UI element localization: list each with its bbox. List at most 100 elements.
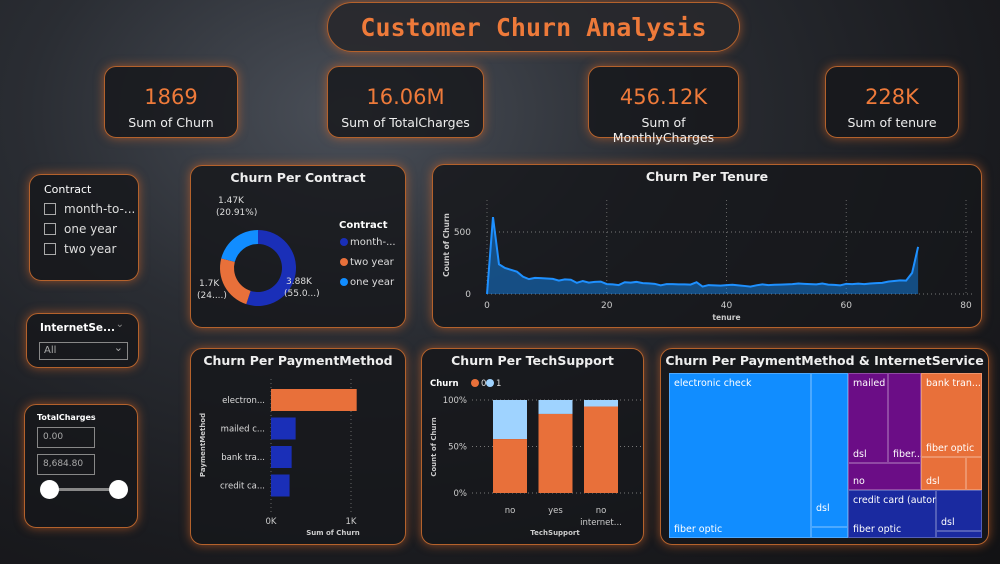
data-label: 3.88K <box>286 277 313 287</box>
tile-label: fiber... <box>893 449 923 460</box>
kpi-value: 1869 <box>144 85 198 109</box>
bar <box>271 474 290 497</box>
bar-segment-churn-0 <box>493 439 527 493</box>
donut-slice <box>221 230 258 262</box>
checkbox-two-year[interactable]: two year <box>44 242 138 256</box>
treemap-chart: Churn Per PaymentMethod & InternetServic… <box>660 348 989 545</box>
internet-service-slicer: InternetSe... ⌄ All ⌄ <box>26 313 139 368</box>
treemap-tile-electronic-check-no[interactable] <box>811 527 848 538</box>
donut-slice <box>220 258 251 305</box>
legend-marker <box>486 379 494 387</box>
donut-chart: 3.88K (55.0...) 1.7K (24....) 1.47K (20.91%) C… <box>197 196 396 306</box>
x-tick-label: no <box>596 506 607 516</box>
y-axis-title: Count of Churn <box>430 417 438 477</box>
kpi-value: 228K <box>865 85 919 109</box>
bar <box>271 446 292 468</box>
treemap-tile-mailed-check-fiber[interactable]: fiber... <box>888 373 923 463</box>
data-label: (20.91%) <box>216 208 257 218</box>
bar-segment-churn-0 <box>584 406 618 493</box>
treemap-tile-mailed-check-dsl[interactable]: mailed check dsl <box>848 373 916 463</box>
range-min-handle[interactable] <box>40 480 59 499</box>
tile-label: fiber optic <box>926 443 975 454</box>
kpi-card-tenure: 228K Sum of tenure <box>825 66 959 138</box>
y-tick-label: mailed c... <box>221 425 265 435</box>
legend-marker <box>340 278 348 286</box>
bar-segment-churn-1 <box>493 400 527 440</box>
data-label: 1.7K <box>199 279 220 289</box>
legend-label: 1 <box>496 379 501 389</box>
checkbox-month-to-month[interactable]: month-to-... <box>44 202 138 216</box>
range-max-handle[interactable] <box>109 480 128 499</box>
legend-title: Contract <box>339 220 388 231</box>
legend-title: Churn <box>430 379 459 389</box>
chevron-down-icon: ⌄ <box>113 341 123 354</box>
y-tick-label: 0% <box>454 489 468 499</box>
internet-service-dropdown[interactable]: All ⌄ <box>39 341 128 360</box>
x-tick-label: 80 <box>960 301 972 311</box>
treemap-tile-electronic-check-fiber[interactable]: electronic check fiber optic <box>669 373 811 538</box>
data-label: 1.47K <box>218 196 245 206</box>
tile-label: credit card (automatic) <box>853 495 963 506</box>
series-line <box>486 216 920 295</box>
x-tick-label: no <box>505 506 516 516</box>
area-chart: 0 20 40 60 80 0 500 tenure Count of Churn <box>442 200 973 322</box>
donut-slice <box>246 230 297 306</box>
max-value-input[interactable]: 8,684.80 <box>37 454 95 475</box>
stacked-bar-chart: Churn 0 1 0% 50% 100% no yes no internet...TechSu… <box>430 379 642 537</box>
kpi-label: Sum of TotalCharges <box>341 115 470 130</box>
x-tick-label: 40 <box>721 301 733 311</box>
x-tick-label: yes <box>548 506 563 516</box>
slicer-title: TotalCharges <box>37 413 96 422</box>
x-tick-label: 1K <box>346 517 357 527</box>
treemap-tile-credit-card-dsl[interactable]: dsl <box>936 490 982 531</box>
bar-segment-churn-1 <box>538 400 573 414</box>
legend-marker <box>471 379 479 387</box>
y-tick-label: 100% <box>443 396 467 406</box>
churn-per-contract-chart: Churn Per Contract 3.88K (55.0...) 1.7K (24… <box>190 165 406 328</box>
kpi-value: 16.06M <box>366 85 445 109</box>
legend-marker <box>340 238 348 246</box>
kpi-card-total-charges: 16.06M Sum of TotalCharges <box>327 66 484 138</box>
legend-label: two year <box>350 257 395 268</box>
treemap-tile-credit-card-fiber[interactable]: credit card (automatic) fiber optic <box>848 490 962 538</box>
y-tick-label: 500 <box>454 228 471 238</box>
tile-label: bank tran... <box>926 378 981 389</box>
data-label: (24....) <box>197 291 227 301</box>
tile-label: fiber optic <box>674 524 723 535</box>
tile-label: electronic check <box>674 378 752 389</box>
checkbox-one-year[interactable]: one year <box>44 222 138 236</box>
bar-segment-churn-0 <box>538 413 573 493</box>
kpi-card-churn: 1869 Sum of Churn <box>104 66 238 138</box>
total-charges-slicer: TotalCharges 0.00 8,684.80 <box>24 404 138 528</box>
treemap-tile-credit-card-no[interactable] <box>936 531 982 538</box>
tile-label: dsl <box>853 449 867 460</box>
option-label: two year <box>64 242 117 256</box>
slicer-title: InternetSe... <box>40 322 115 334</box>
kpi-label: Sum of MonthlyCharges <box>612 115 715 145</box>
chart-title: Churn Per TechSupport <box>451 353 614 368</box>
treemap-tile-bank-fiber[interactable]: bank tran... fiber optic <box>921 373 982 457</box>
treemap-tile-bank-no[interactable] <box>966 457 982 490</box>
dashboard-title: Customer Churn Analysis <box>327 2 740 52</box>
chart-title: Churn Per PaymentMethod <box>203 353 393 368</box>
x-axis-title: Sum of Churn <box>306 529 360 537</box>
legend-label: month-... <box>350 237 396 248</box>
kpi-value: 456.12K <box>619 85 708 109</box>
chart-title: Churn Per Contract <box>230 170 366 185</box>
treemap-tile-mailed-check-no[interactable]: no <box>848 463 921 490</box>
treemap-tile-electronic-check-dsl[interactable]: dsl <box>811 373 848 527</box>
x-tick-label: 60 <box>841 301 853 311</box>
tile-label: mailed check <box>853 378 917 389</box>
min-value-input[interactable]: 0.00 <box>37 427 95 448</box>
x-tick-label: 20 <box>601 301 613 311</box>
area-fill <box>487 217 919 294</box>
churn-per-tenure-chart: Churn Per Tenure 0 20 40 60 80 0 500 tenure Coun… <box>432 164 982 328</box>
x-tick-label: 0K <box>266 517 277 527</box>
chart-title: Churn Per PaymentMethod & InternetServic… <box>665 353 984 368</box>
chevron-down-icon[interactable]: ⌄ <box>115 319 124 330</box>
y-axis-title: Count of Churn <box>442 213 451 277</box>
x-axis-title: tenure <box>712 313 740 322</box>
treemap-tile-bank-dsl[interactable]: dsl <box>921 457 966 490</box>
option-label: one year <box>64 222 117 236</box>
tile-label: no <box>853 476 865 487</box>
